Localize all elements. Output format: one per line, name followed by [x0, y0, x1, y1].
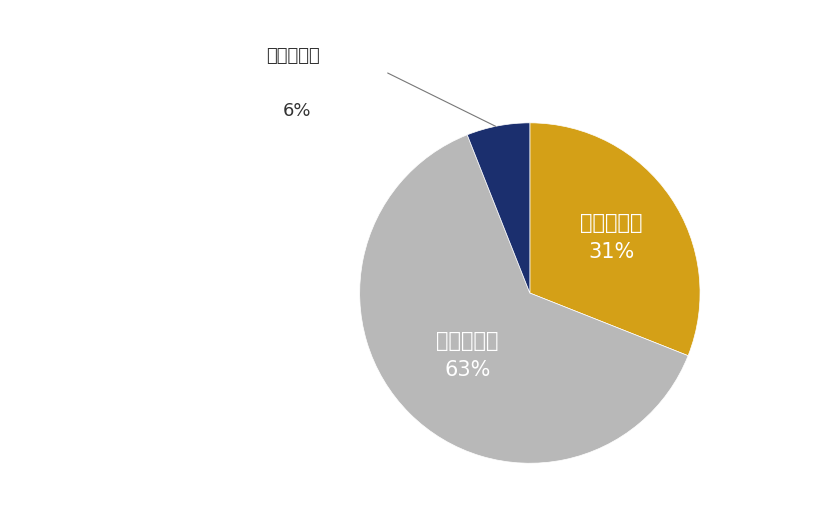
- Text: 増えている
31%: 増えている 31%: [580, 213, 643, 262]
- Text: 減っている: 減っている: [266, 48, 320, 65]
- Wedge shape: [360, 135, 688, 463]
- Text: 変わらない
63%: 変わらない 63%: [436, 331, 498, 380]
- Wedge shape: [530, 123, 700, 356]
- Text: 6%: 6%: [283, 102, 312, 120]
- Wedge shape: [467, 123, 530, 293]
